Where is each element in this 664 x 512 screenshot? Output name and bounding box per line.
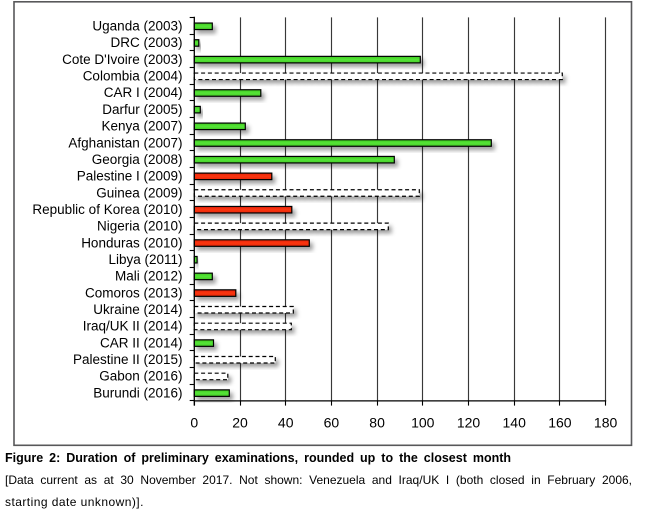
svg-text:CAR II (2014): CAR II (2014) — [100, 335, 183, 350]
svg-text:80: 80 — [369, 414, 385, 430]
svg-text:CAR I (2004): CAR I (2004) — [104, 85, 183, 100]
svg-text:Mali (2012): Mali (2012) — [115, 269, 183, 284]
svg-text:Burundi (2016): Burundi (2016) — [93, 385, 182, 400]
svg-text:Nigeria (2010): Nigeria (2010) — [97, 219, 183, 234]
svg-text:140: 140 — [503, 414, 527, 430]
svg-text:Honduras (2010): Honduras (2010) — [81, 235, 182, 250]
svg-text:100: 100 — [411, 414, 435, 430]
svg-text:Kenya (2007): Kenya (2007) — [101, 119, 182, 134]
svg-text:DRC (2003): DRC (2003) — [110, 35, 182, 50]
svg-text:Ukraine (2014): Ukraine (2014) — [93, 302, 182, 317]
svg-text:Palestine II (2015): Palestine II (2015) — [73, 352, 183, 367]
svg-text:Gabon (2016): Gabon (2016) — [99, 369, 182, 384]
svg-text:Republic of Korea (2010): Republic of Korea (2010) — [32, 202, 182, 217]
svg-text:Comoros (2013): Comoros (2013) — [85, 285, 183, 300]
svg-text:60: 60 — [324, 414, 340, 430]
svg-text:Libya (2011): Libya (2011) — [108, 252, 182, 267]
svg-text:Iraq/UK II (2014): Iraq/UK II (2014) — [83, 319, 183, 334]
svg-text:Georgia (2008): Georgia (2008) — [92, 152, 183, 167]
svg-text:Darfur (2005): Darfur (2005) — [102, 102, 182, 117]
svg-text:Colombia (2004): Colombia (2004) — [83, 69, 183, 84]
svg-text:160: 160 — [548, 414, 572, 430]
svg-text:120: 120 — [457, 414, 481, 430]
svg-text:20: 20 — [232, 414, 248, 430]
svg-text:180: 180 — [594, 414, 618, 430]
svg-text:Guinea (2009): Guinea (2009) — [96, 185, 182, 200]
svg-text:0: 0 — [190, 414, 198, 430]
svg-text:Cote D'Ivoire (2003): Cote D'Ivoire (2003) — [62, 52, 182, 67]
svg-text:Uganda (2003): Uganda (2003) — [92, 19, 182, 34]
svg-text:40: 40 — [278, 414, 294, 430]
svg-text:Palestine I (2009): Palestine I (2009) — [77, 169, 183, 184]
svg-text:Afghanistan (2007): Afghanistan (2007) — [68, 135, 182, 150]
